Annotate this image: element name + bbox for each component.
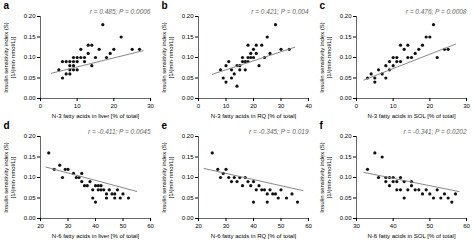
svg-text:10: 10 xyxy=(74,103,81,109)
svg-text:N-6 fatty acids in RQ [% of to: N-6 fatty acids in RQ [% of total] xyxy=(211,233,297,239)
svg-text:r = -0.411; P = 0.0045: r = -0.411; P = 0.0045 xyxy=(88,128,151,135)
svg-text:0.15: 0.15 xyxy=(182,34,194,40)
svg-text:10: 10 xyxy=(223,103,230,109)
svg-text:0.05: 0.05 xyxy=(182,75,194,81)
svg-text:d: d xyxy=(4,120,10,131)
svg-text:0.20: 0.20 xyxy=(340,133,352,139)
svg-text:N-3 fatty acids in liver [% of: N-3 fatty acids in liver [% of total] xyxy=(52,113,140,119)
svg-text:0.05: 0.05 xyxy=(340,75,352,81)
svg-text:N-3 fatty acids in SOL [% of t: N-3 fatty acids in SOL [% of total] xyxy=(367,113,455,119)
svg-text:20: 20 xyxy=(426,103,433,109)
svg-text:20: 20 xyxy=(110,103,117,109)
svg-text:r = -0.341; P = 0.0202: r = -0.341; P = 0.0202 xyxy=(404,128,467,135)
svg-text:0: 0 xyxy=(197,103,201,109)
svg-text:r = -0.345; P = 0.019: r = -0.345; P = 0.019 xyxy=(249,128,309,135)
svg-text:0.05: 0.05 xyxy=(340,195,352,201)
svg-text:0.00: 0.00 xyxy=(182,95,194,101)
svg-text:30: 30 xyxy=(278,103,285,109)
svg-text:0.10: 0.10 xyxy=(182,54,194,60)
svg-text:0.10: 0.10 xyxy=(182,174,194,180)
svg-text:N-6 fatty acids in SOL [% of t: N-6 fatty acids in SOL [% of total] xyxy=(367,233,455,239)
svg-text:0.20: 0.20 xyxy=(24,13,36,19)
svg-text:30: 30 xyxy=(65,223,72,229)
svg-text:40: 40 xyxy=(250,223,257,229)
svg-text:0.00: 0.00 xyxy=(182,215,194,221)
svg-text:c: c xyxy=(320,0,326,11)
svg-text:N-6 fatty acids in liver [% of: N-6 fatty acids in liver [% of total] xyxy=(52,233,140,239)
svg-text:0.00: 0.00 xyxy=(24,95,36,101)
svg-text:0.15: 0.15 xyxy=(182,154,194,160)
svg-text:0.10: 0.10 xyxy=(340,174,352,180)
svg-text:0.20: 0.20 xyxy=(24,133,36,139)
svg-text:0.05: 0.05 xyxy=(24,75,36,81)
svg-text:b: b xyxy=(162,0,168,11)
svg-text:0.05: 0.05 xyxy=(182,195,194,201)
svg-text:0: 0 xyxy=(39,103,43,109)
svg-text:r = 0.421; P = 0.004: r = 0.421; P = 0.004 xyxy=(251,8,309,15)
svg-text:0.10: 0.10 xyxy=(24,54,36,60)
svg-text:0.15: 0.15 xyxy=(340,34,352,40)
svg-text:40: 40 xyxy=(390,223,397,229)
svg-text:N-3 fatty acids in RQ [% of to: N-3 fatty acids in RQ [% of total] xyxy=(211,113,297,119)
svg-text:e: e xyxy=(162,120,168,131)
svg-text:r = 0.476; P = 0.0008: r = 0.476; P = 0.0008 xyxy=(406,8,467,15)
svg-text:30: 30 xyxy=(147,103,154,109)
svg-text:20: 20 xyxy=(250,103,257,109)
svg-text:40: 40 xyxy=(305,103,312,109)
svg-text:20: 20 xyxy=(195,223,202,229)
svg-text:0.00: 0.00 xyxy=(340,215,352,221)
svg-text:Insulin sensitivity index (S)[: Insulin sensitivity index (S)[1/(min·nmo… xyxy=(161,142,174,213)
svg-text:0.05: 0.05 xyxy=(24,195,36,201)
svg-text:0.00: 0.00 xyxy=(24,215,36,221)
svg-text:0: 0 xyxy=(355,103,359,109)
svg-text:f: f xyxy=(320,120,324,131)
svg-text:60: 60 xyxy=(147,223,154,229)
svg-text:0.10: 0.10 xyxy=(340,54,352,60)
svg-text:r = 0.485; P = 0.0006: r = 0.485; P = 0.0006 xyxy=(90,8,151,15)
svg-text:0.15: 0.15 xyxy=(24,34,36,40)
svg-text:50: 50 xyxy=(278,223,285,229)
svg-text:0.15: 0.15 xyxy=(340,154,352,160)
svg-text:30: 30 xyxy=(223,223,230,229)
svg-text:0.20: 0.20 xyxy=(182,13,194,19)
svg-text:30: 30 xyxy=(463,103,470,109)
svg-text:Insulin sensitivity index (S)[: Insulin sensitivity index (S)[1/(min·nmo… xyxy=(3,142,16,213)
svg-text:40: 40 xyxy=(92,223,99,229)
svg-text:50: 50 xyxy=(426,223,433,229)
svg-text:20: 20 xyxy=(37,223,44,229)
svg-text:10: 10 xyxy=(390,103,397,109)
svg-text:30: 30 xyxy=(353,223,360,229)
svg-text:Insulin sensitivity index (S)[: Insulin sensitivity index (S)[1/(min·nmo… xyxy=(161,22,174,93)
svg-text:Insulin sensitivity index (S)[: Insulin sensitivity index (S)[1/(min·nmo… xyxy=(319,22,332,93)
svg-text:a: a xyxy=(4,0,10,11)
svg-text:Insulin sensitivity index (S)[: Insulin sensitivity index (S)[1/(min·nmo… xyxy=(319,142,332,213)
svg-text:0.15: 0.15 xyxy=(24,154,36,160)
svg-text:60: 60 xyxy=(463,223,470,229)
svg-text:0.20: 0.20 xyxy=(182,133,194,139)
svg-text:60: 60 xyxy=(305,223,312,229)
svg-text:0.20: 0.20 xyxy=(340,13,352,19)
svg-text:Insulin sensitivity index (S)[: Insulin sensitivity index (S)[1/(min·nmo… xyxy=(3,22,16,93)
svg-text:50: 50 xyxy=(120,223,127,229)
svg-text:0.10: 0.10 xyxy=(24,174,36,180)
svg-text:0.00: 0.00 xyxy=(340,95,352,101)
